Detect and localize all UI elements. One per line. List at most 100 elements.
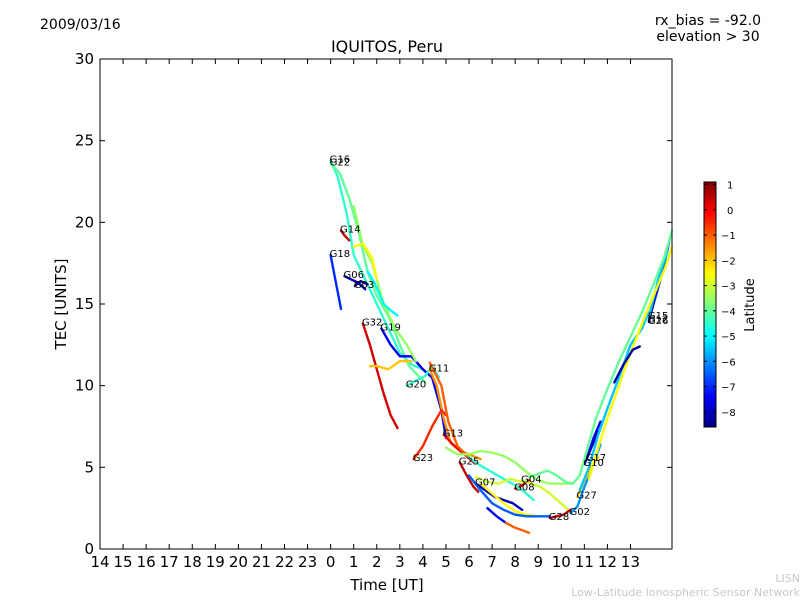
series-label-g10: G10: [583, 458, 603, 469]
y-tick-label: 10: [75, 377, 94, 395]
series-label-g27: G27: [576, 491, 596, 502]
colorbar-tick-label: −8: [721, 408, 736, 419]
series-label-g03: G03: [354, 280, 374, 291]
series-track-25: [352, 242, 378, 281]
series-g15: [647, 250, 669, 319]
series-g14: [339, 229, 351, 242]
x-tick-label: 3: [395, 553, 405, 571]
series-label-g32: G32: [362, 318, 382, 329]
series-label-g20: G20: [406, 380, 426, 391]
series-g18: [329, 253, 343, 311]
series-label-g25: G25: [459, 456, 479, 467]
series-track-28: [428, 361, 471, 459]
x-tick-label: 7: [487, 553, 497, 571]
series-track-34: [467, 474, 551, 518]
x-tick-label: 0: [326, 553, 336, 571]
series-label-g23: G23: [413, 453, 433, 464]
x-tick-label: 20: [229, 553, 248, 571]
series-label-g11: G11: [429, 363, 449, 374]
series-label-g15: G15: [648, 311, 668, 322]
y-tick-label: 5: [84, 458, 94, 476]
series-layer: [329, 159, 674, 534]
chart-title: IQUITOS, Peru: [330, 37, 444, 56]
rx-bias-label: rx_bias = -92.0: [654, 13, 762, 29]
series-g10: [583, 430, 600, 466]
y-tick-label: 30: [75, 50, 94, 68]
y-axis: 0 5 10 15 20 25 30: [75, 50, 672, 558]
series-track-31: [527, 229, 674, 485]
series-track-29: [444, 446, 572, 485]
date-label: 2009/03/16: [40, 17, 121, 33]
x-tick-label: 17: [160, 553, 179, 571]
series-g32: [361, 322, 399, 430]
colorbar-tick-label: −7: [721, 383, 736, 394]
y-tick-label: 20: [75, 213, 94, 231]
receiver-info: rx_bias = -92.0 elevation > 30: [655, 13, 761, 45]
x-axis-label: Time [UT]: [349, 576, 423, 594]
x-tick-label: 2: [372, 553, 382, 571]
series-g28: [548, 508, 572, 520]
x-tick-label: 14: [90, 553, 109, 571]
series-label-g04: G04: [521, 474, 541, 485]
footer-network: Low-Latitude Ionospheric Sensor Network: [571, 586, 800, 599]
series-g04: [520, 479, 570, 511]
colorbar-tick-label: −2: [721, 256, 736, 267]
colorbar-tick-label: −3: [721, 282, 736, 293]
colorbar-tick-label: −1: [721, 231, 736, 242]
colorbar-tick-label: −6: [721, 357, 736, 368]
series-track-39: [613, 345, 641, 384]
series-label-g06: G06: [344, 270, 364, 281]
series-label-g17: G17: [586, 453, 606, 464]
series-track-26: [366, 270, 399, 317]
series-label-g19: G19: [380, 323, 400, 334]
x-tick-label: 1: [349, 553, 359, 571]
colorbar-label: Latitude: [743, 278, 758, 332]
series-track-27: [368, 360, 413, 371]
series-track-30: [467, 456, 535, 502]
colorbar-tick-label: −5: [721, 332, 736, 343]
x-tick-label: 10: [552, 553, 571, 571]
series-g25: [458, 461, 480, 493]
series-label-g12: G12: [648, 314, 668, 325]
series-g03: [353, 279, 369, 288]
series-label-g16: G16: [330, 154, 350, 165]
x-tick-label: 21: [252, 553, 271, 571]
y-tick-label: 15: [75, 295, 94, 313]
x-tick-label: 11: [575, 553, 594, 571]
y-tick-label: 0: [84, 540, 94, 558]
series-g23: [412, 409, 448, 461]
x-tick-label: 19: [206, 553, 225, 571]
x-tick-label: 8: [510, 553, 520, 571]
x-tick-label: 5: [441, 553, 451, 571]
series-label-g14: G14: [340, 225, 360, 236]
colorbar-tick-label: 0: [727, 206, 733, 217]
series-track-36: [504, 521, 531, 534]
series-track-35: [486, 507, 508, 525]
x-tick-label: 12: [598, 553, 617, 571]
x-tick-label: 9: [533, 553, 543, 571]
series-label-g13: G13: [443, 429, 463, 440]
footer-lisn: LISN: [775, 572, 800, 585]
series-label-g07: G07: [475, 478, 495, 489]
x-tick-label: 16: [137, 553, 156, 571]
x-tick-label: 23: [298, 553, 317, 571]
y-axis-label: TEC [UNITS]: [52, 259, 70, 351]
x-tick-label: 18: [183, 553, 202, 571]
series-label-g26: G26: [648, 316, 668, 327]
x-tick-label: 6: [464, 553, 474, 571]
elevation-label: elevation > 30: [656, 29, 760, 45]
x-tick-label: 4: [418, 553, 428, 571]
series-label-g28: G28: [549, 512, 569, 523]
series-label-g08: G08: [514, 483, 534, 494]
y-tick-label: 25: [75, 132, 94, 150]
series-track-32: [474, 475, 524, 485]
footer-credit: LISN Low-Latitude Ionospheric Sensor Net…: [571, 572, 800, 600]
latitude-colorbar: 1 0 −1 −2 −3 −4 −5 −6 −7 −8: [703, 181, 736, 428]
x-tick-label: 13: [621, 553, 640, 571]
series-g22: [329, 162, 427, 384]
series-label-g02: G02: [570, 507, 590, 518]
series-g16: [329, 159, 425, 371]
x-tick-label: 15: [114, 553, 133, 571]
x-axis: 14 15 16 17 18 19 20 21 22 23 0 1 2 3 4 5 6 7 8 9 10 11 12 13: [90, 59, 640, 571]
